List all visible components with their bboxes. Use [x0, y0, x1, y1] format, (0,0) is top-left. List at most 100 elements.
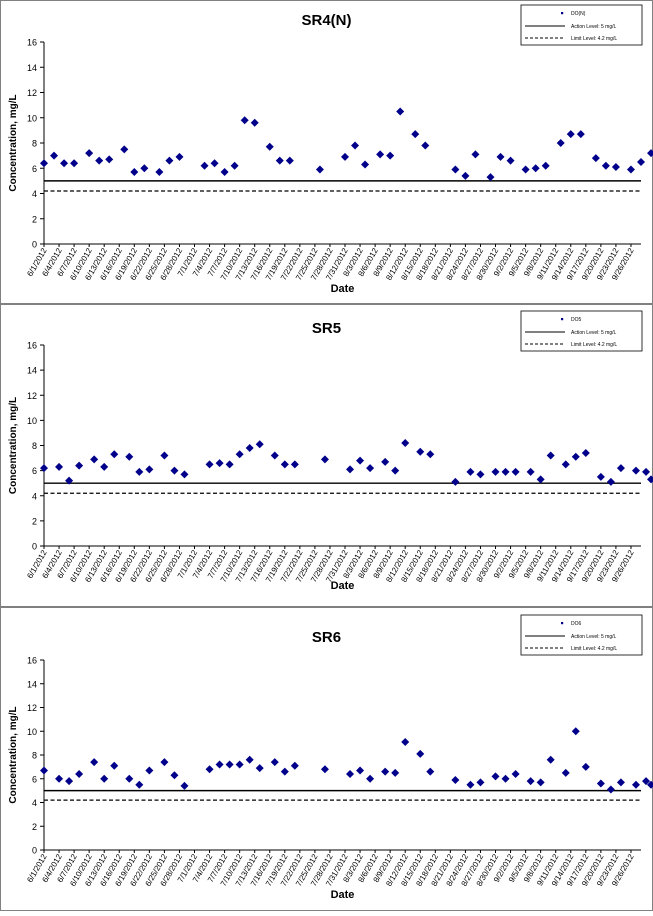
data-point — [466, 780, 475, 789]
data-point — [320, 455, 329, 464]
data-point — [596, 779, 605, 788]
data-point — [576, 130, 585, 139]
y-tick-label: 8 — [32, 751, 37, 761]
data-point — [90, 455, 99, 464]
data-point — [581, 449, 590, 458]
data-point — [596, 472, 605, 481]
data-point — [356, 766, 365, 775]
data-point — [100, 774, 109, 783]
chart-title: SR5 — [312, 320, 341, 337]
data-point — [476, 778, 485, 787]
data-point — [391, 768, 400, 777]
y-tick-label: 16 — [27, 38, 37, 48]
data-point — [642, 777, 651, 786]
data-point — [401, 438, 410, 447]
data-point — [642, 467, 651, 476]
chart-sr4n: SR4(N) DO(N) Action Level: 5 mg/L Limit Lev… — [0, 0, 653, 304]
legend-label-action: Action Level: 5 mg/L — [571, 24, 617, 30]
y-tick-label: 10 — [27, 727, 37, 737]
chart-sr5: SR5 DO5 Action Level: 5 mg/L Limit Level: 4… — [0, 304, 653, 607]
data-point — [250, 118, 259, 127]
data-point — [561, 460, 570, 469]
data-point — [75, 770, 84, 778]
data-point — [170, 466, 179, 475]
data-point — [647, 149, 653, 158]
data-point — [536, 778, 545, 787]
data-point — [637, 157, 645, 166]
data-point — [270, 758, 279, 767]
legend-label-action: Action Level: 5 mg/L — [571, 330, 617, 336]
data-point — [381, 767, 390, 776]
data-point — [401, 737, 410, 746]
data-point — [225, 760, 234, 769]
data-point — [90, 758, 99, 767]
data-point — [631, 780, 640, 789]
data-point — [290, 460, 299, 469]
legend-label-limit: Limit Level: 4.2 mg/L — [571, 646, 617, 652]
y-tick-label: 10 — [27, 416, 37, 426]
data-point — [416, 447, 425, 456]
data-point — [531, 164, 540, 173]
data-point — [105, 155, 114, 164]
data-point — [270, 451, 279, 460]
data-point — [245, 444, 254, 453]
data-point — [75, 461, 84, 470]
data-point — [386, 151, 395, 160]
y-tick-label: 6 — [32, 164, 37, 174]
data-point — [361, 160, 370, 169]
data-point — [511, 467, 520, 476]
data-point — [255, 440, 264, 449]
data-point — [285, 156, 294, 165]
data-point — [245, 755, 254, 764]
data-point — [175, 152, 184, 161]
data-point — [351, 141, 360, 150]
data-point — [561, 768, 570, 777]
data-point — [356, 456, 365, 465]
data-point — [451, 775, 460, 784]
data-point — [255, 764, 264, 773]
data-point — [135, 467, 144, 476]
data-point — [200, 161, 209, 170]
data-point — [626, 165, 635, 174]
legend-box — [520, 310, 643, 352]
data-point — [491, 467, 500, 476]
data-point — [556, 139, 565, 147]
legend-marker-symbol — [561, 318, 564, 321]
data-point — [411, 130, 420, 139]
data-point — [180, 781, 189, 790]
legend-label-series: DO6 — [571, 621, 582, 627]
y-tick-label: 8 — [32, 139, 37, 149]
data-point — [546, 755, 555, 764]
data-point — [341, 152, 350, 161]
y-axis-title: Concentration, mg/L — [8, 94, 19, 191]
data-point — [95, 156, 104, 165]
data-point — [100, 462, 109, 471]
data-point — [60, 159, 69, 168]
data-point — [426, 450, 435, 459]
data-point — [140, 164, 149, 173]
y-tick-label: 12 — [27, 391, 37, 401]
data-point — [521, 165, 530, 174]
data-point — [376, 150, 385, 159]
data-point — [55, 462, 64, 471]
data-point — [320, 765, 329, 774]
legend-label-limit: Limit Level: 4.2 mg/L — [571, 342, 617, 348]
data-point — [65, 777, 74, 786]
data-point — [426, 767, 435, 776]
y-tick-label: 16 — [27, 341, 37, 351]
data-point — [591, 154, 600, 163]
data-point — [110, 450, 119, 459]
data-point — [235, 450, 244, 459]
data-point — [155, 168, 164, 177]
y-axis-title: Concentration, mg/L — [8, 706, 19, 803]
data-point — [647, 780, 653, 789]
y-axis-title: Concentration, mg/L — [8, 397, 19, 494]
data-point — [611, 162, 620, 171]
data-point — [130, 168, 139, 177]
y-tick-label: 6 — [32, 774, 37, 784]
data-point — [315, 165, 324, 174]
data-point — [606, 785, 615, 794]
data-point — [265, 142, 274, 151]
y-tick-label: 2 — [32, 214, 37, 224]
